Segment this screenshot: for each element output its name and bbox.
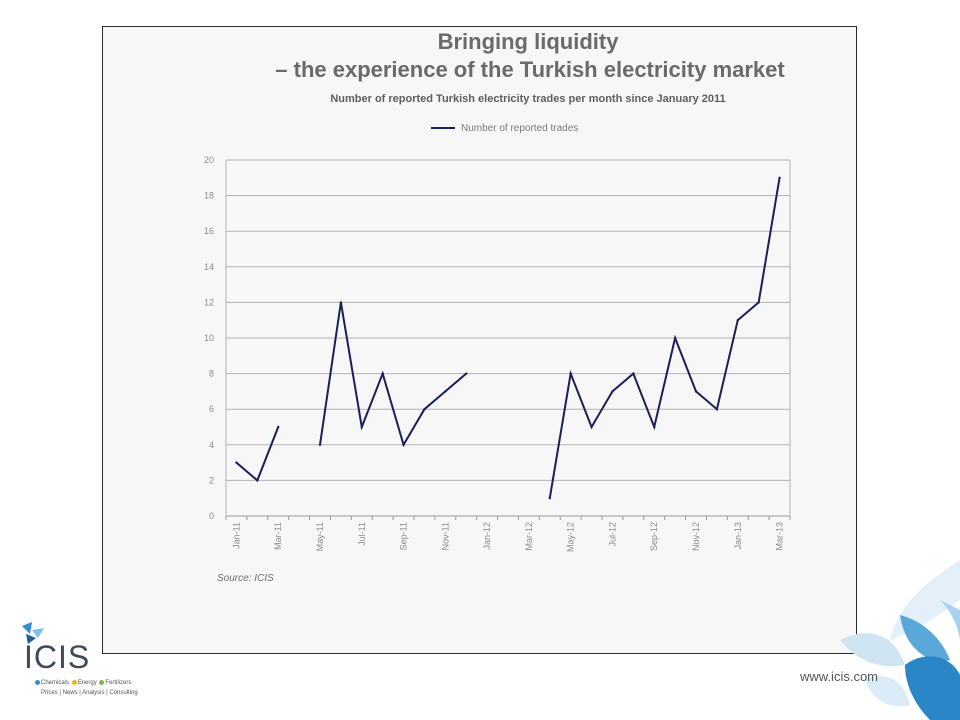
series-line-segment: [319, 302, 467, 448]
data-point: [757, 301, 760, 304]
fertilizers-dot-icon: [99, 680, 105, 685]
logo-tagline: Prices | News | Analysis | Consulting: [41, 690, 138, 696]
data-point: [611, 390, 614, 393]
data-point: [673, 336, 677, 340]
x-tick-label: Jan-13: [733, 522, 743, 550]
x-tick-label: Nov-12: [691, 522, 701, 551]
data-point: [569, 372, 572, 375]
y-tick-label: 0: [209, 511, 214, 521]
x-tick-label: Jan-12: [482, 522, 492, 550]
y-tick-label: 20: [204, 155, 214, 165]
x-tick-label: Jul-11: [357, 522, 367, 546]
legend: Number of reported trades: [431, 123, 578, 134]
logo-category-chemicals: Chemicals: [41, 680, 70, 687]
data-point: [360, 425, 363, 429]
y-tick-label: 16: [204, 226, 214, 236]
series-line-segment: [235, 426, 280, 483]
data-point: [402, 443, 405, 446]
decorative-petals: [840, 560, 960, 720]
chart-subtitle: Number of reported Turkish electricity t…: [330, 93, 725, 105]
x-tick-label: Nov-11: [440, 522, 450, 550]
icis-logo: [22, 622, 44, 644]
data-point: [778, 176, 781, 179]
data-point: [653, 425, 656, 429]
logo-categories: Chemicals Energy Fertilizers: [34, 680, 131, 686]
data-point: [590, 425, 593, 429]
y-tick-label: 4: [209, 440, 214, 450]
data-point: [444, 390, 447, 393]
y-tick-label: 12: [204, 297, 214, 307]
line-chart: Bringing liquidity – the experience of t…: [204, 29, 791, 584]
data-point: [381, 372, 384, 375]
data-point: [423, 408, 426, 411]
legend-label: Number of reported trades: [461, 123, 578, 134]
x-tick-label: May-11: [315, 522, 325, 551]
y-tick-label: 18: [204, 191, 214, 201]
x-tick-label: May-12: [566, 522, 576, 552]
y-axis-ticks: 0 2 4 6 8 10 12 14 16 18 20: [204, 155, 214, 521]
data-point: [235, 461, 238, 464]
data-point: [277, 425, 280, 429]
data-point: [694, 390, 698, 393]
data-point: [736, 319, 739, 322]
x-tick-label: Mar-12: [524, 522, 534, 551]
x-tick-label: Jan-11: [231, 522, 241, 549]
grid: [225, 159, 791, 520]
data-point: [339, 301, 343, 304]
x-tick-label: Sep-12: [649, 522, 659, 551]
data-point: [256, 479, 259, 482]
y-tick-label: 10: [204, 333, 214, 343]
chart-title-line1: Bringing liquidity: [438, 29, 620, 54]
y-tick-label: 14: [204, 262, 214, 272]
chart-title-line2: – the experience of the Turkish electric…: [275, 57, 785, 82]
y-tick-label: 6: [209, 404, 214, 414]
energy-dot-icon: [71, 680, 77, 685]
source-note: Source: ICIS: [217, 573, 274, 584]
icis-logo-mark-icon: [22, 622, 44, 644]
y-tick-label: 8: [209, 369, 214, 379]
logo-category-fertilizers: Fertilizers: [105, 680, 132, 687]
chemicals-dot-icon: [35, 680, 40, 685]
x-axis-ticks: Jan-11 Mar-11 May-11 Jul-11 Sep-11 Nov-11 Jan-…: [231, 522, 784, 552]
chart-frame: Bringing liquidity – the experience of t…: [102, 26, 857, 654]
data-point: [318, 443, 322, 446]
x-tick-label: Sep-11: [399, 522, 409, 550]
data-point: [632, 372, 635, 375]
logo-category-energy: Energy: [77, 680, 97, 687]
y-tick-label: 2: [209, 475, 214, 485]
series-line-segment: [548, 177, 781, 499]
footer-url[interactable]: www.icis.com: [800, 669, 879, 684]
x-tick-label: Mar-13: [775, 522, 785, 551]
data-point: [715, 408, 719, 411]
series-lines: [235, 176, 781, 500]
x-tick-label: Jul-12: [607, 522, 617, 547]
data-point: [465, 372, 468, 375]
logo-wordmark: ICIS: [24, 639, 91, 675]
x-tick-label: Mar-11: [273, 522, 283, 550]
data-point: [548, 497, 551, 500]
